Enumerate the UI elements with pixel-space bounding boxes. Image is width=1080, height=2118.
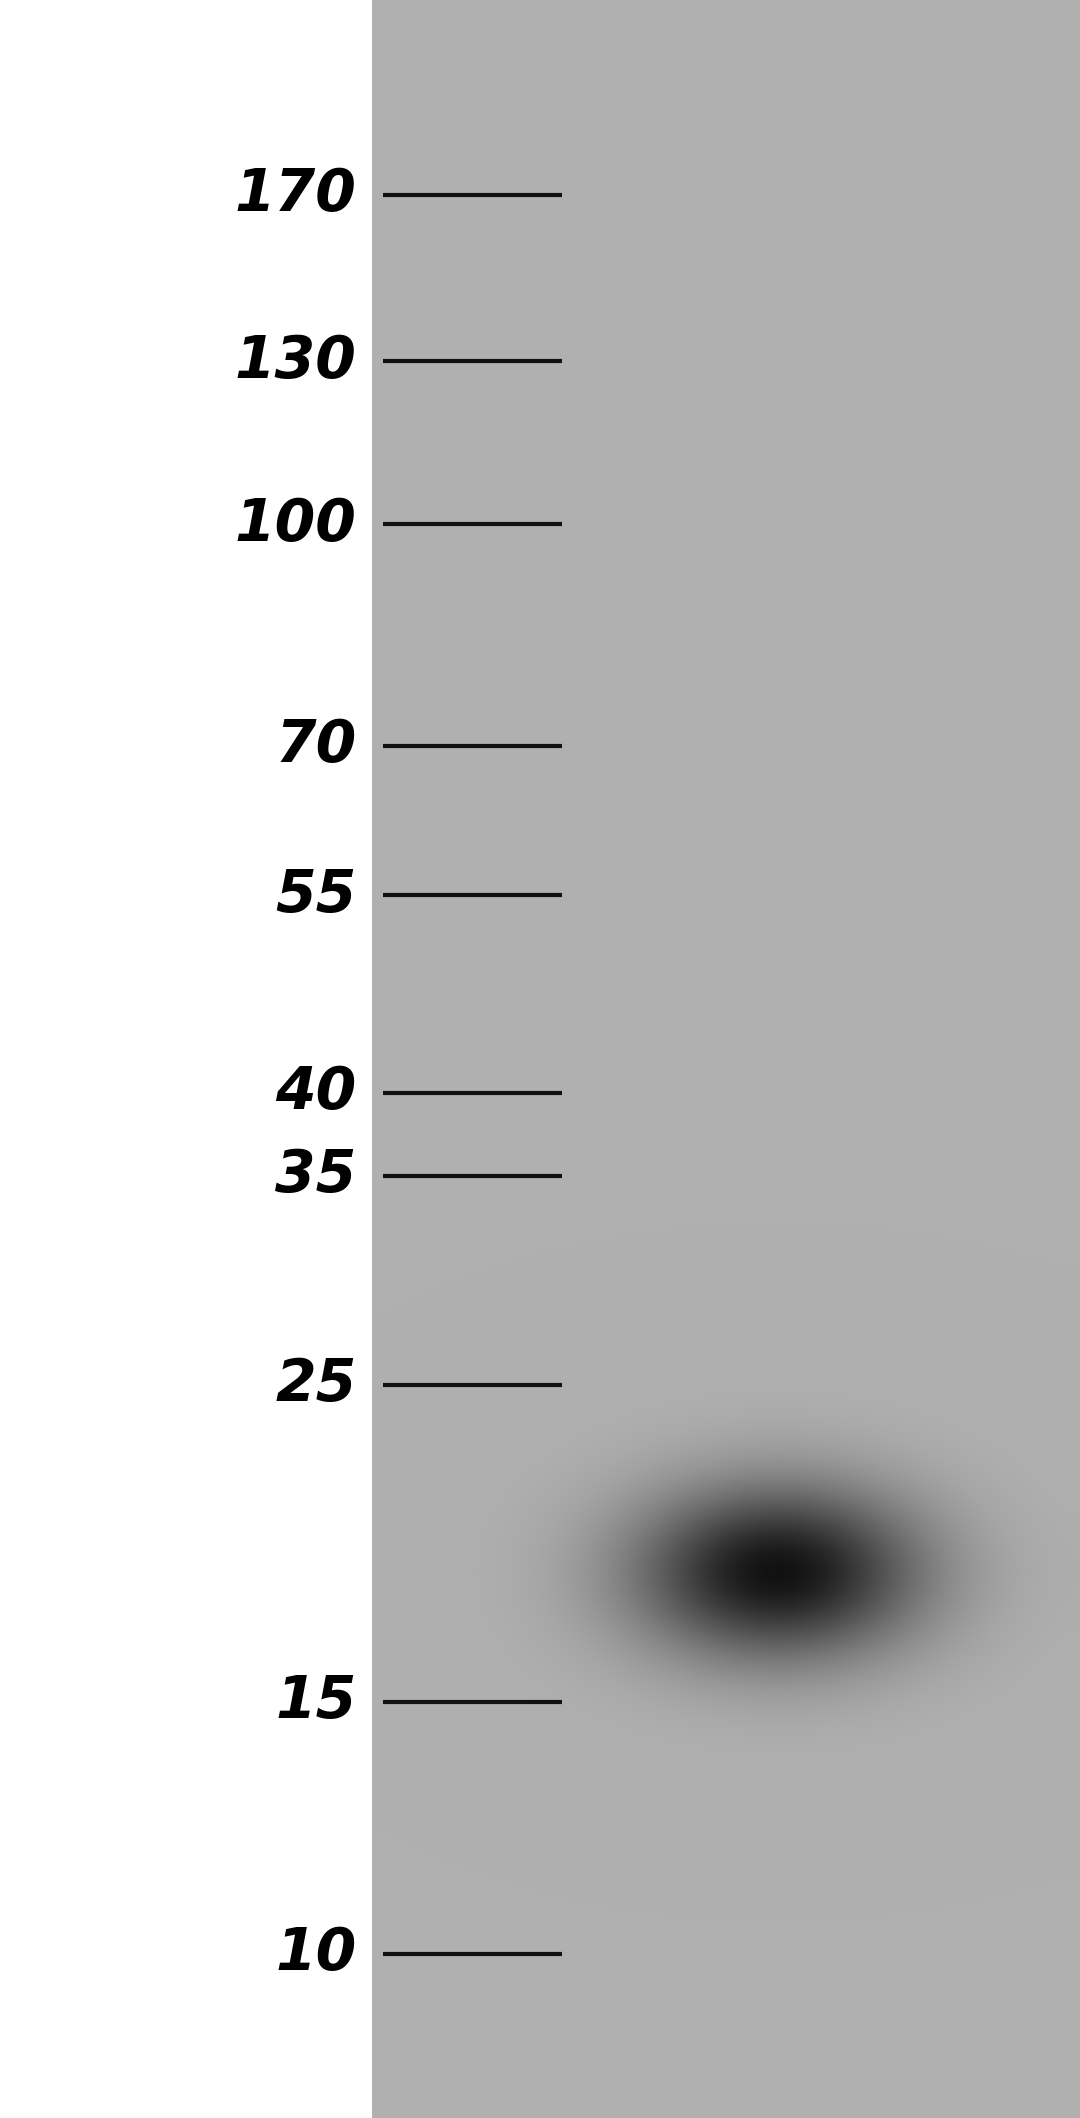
Text: 40: 40	[275, 1065, 356, 1120]
Text: 130: 130	[234, 333, 356, 390]
Text: 35: 35	[275, 1148, 356, 1205]
Text: 70: 70	[275, 718, 356, 773]
Text: 25: 25	[275, 1356, 356, 1413]
Text: 100: 100	[234, 496, 356, 553]
Text: 170: 170	[234, 165, 356, 222]
Text: 55: 55	[275, 866, 356, 923]
Text: 15: 15	[275, 1673, 356, 1730]
Text: 10: 10	[275, 1925, 356, 1982]
